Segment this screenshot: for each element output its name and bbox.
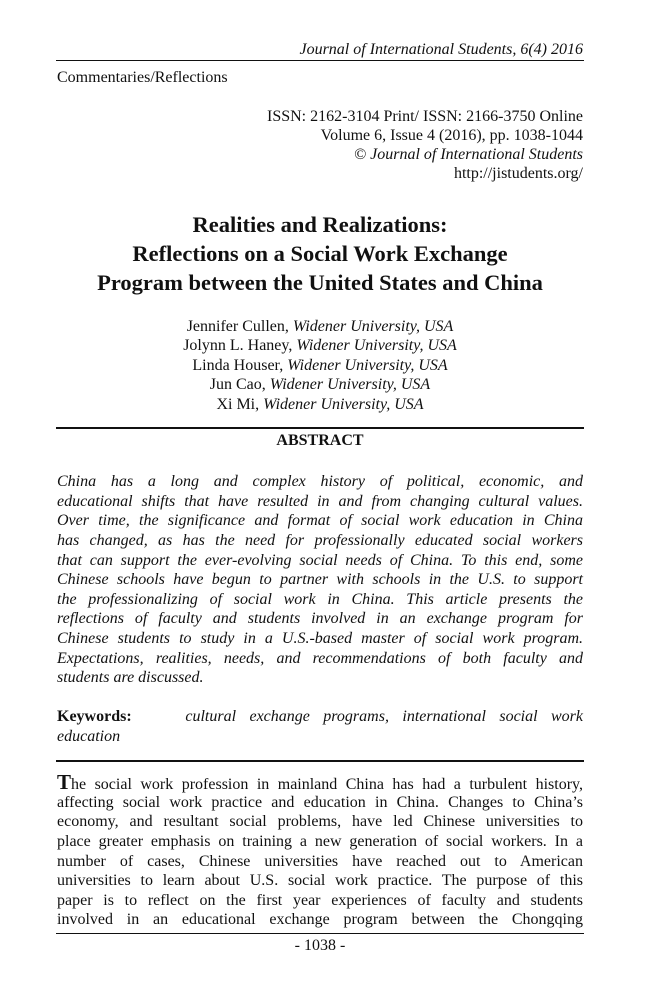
abstract-line: Over time, the significance and format o… (57, 512, 583, 530)
author: Linda Houser, Widener University, USA (56, 356, 584, 375)
page-number: - 1038 - (294, 937, 346, 954)
title-line: Reflections on a Social Work Exchange (132, 241, 508, 266)
abstract-line: students are discussed. (57, 669, 204, 687)
abstract-line: Expectations, realities, needs, and reco… (57, 649, 583, 667)
title-line: Program between the United States and Ch… (97, 270, 543, 295)
abstract-top-rule (56, 427, 584, 429)
copyright: © Journal of International Students (354, 145, 583, 164)
issn: ISSN: 2162-3104 Print/ ISSN: 2166-3750 O… (266, 108, 583, 125)
copyright-text: © Journal of International Students (353, 146, 583, 163)
author-name: Jolynn L. Haney, (183, 337, 297, 355)
body-line: place greater emphasis on training a new… (57, 832, 583, 850)
body-line: paper is to reflect on the first year ex… (57, 891, 583, 909)
body-line: universities to learn about U.S. social … (57, 872, 583, 890)
footer-rule (56, 933, 584, 934)
title-line: Realities and Realizations: (192, 212, 448, 237)
author: Jun Cao, Widener University, USA (56, 375, 584, 394)
abstract-line: the professionalizing of social work in … (57, 590, 583, 608)
body-line: number of cases, Chinese universities ha… (57, 852, 583, 870)
abstract-line: China has a long and complex history of … (57, 473, 583, 490)
header-rule (56, 60, 584, 61)
author-name: Linda Houser, (192, 356, 288, 374)
keywords-line: education (57, 727, 121, 745)
author-name: Jennifer Cullen, (186, 318, 293, 335)
abstract-line: Chinese students to study in a U.S.-base… (57, 630, 583, 648)
author: Xi Mi, Widener University, USA (56, 395, 584, 414)
abstract-heading: ABSTRACT (276, 432, 364, 449)
author-affiliation: Widener University, USA (263, 395, 424, 413)
author-affiliation: Widener University, USA (269, 376, 431, 394)
drop-cap: T (57, 770, 72, 794)
keywords: Keywords: cultural exchange programs, in… (57, 707, 583, 746)
author: Jolynn L. Haney, Widener University, USA (56, 336, 584, 355)
author-list: Jennifer Cullen, Widener University, USA… (56, 317, 584, 414)
keywords-label: Keywords: (57, 708, 132, 725)
author-affiliation: Widener University, USA (287, 356, 448, 374)
body-line: affecting social work practice and educa… (57, 793, 583, 811)
abstract-line: has changed, as has the need for profess… (57, 531, 583, 549)
author-affiliation: Widener University, USA (296, 337, 457, 355)
author-affiliation: Widener University, USA (292, 318, 454, 335)
paper-title: Realities and Realizations: Reflections … (56, 210, 584, 297)
volume-info: Volume 6, Issue 4 (2016), pp. 1038-1044 (320, 127, 583, 144)
body-text: The social work profession in mainland C… (57, 770, 583, 930)
journal-url[interactable]: http://jistudents.org/ (453, 165, 583, 182)
section-label: Commentaries/Reflections (57, 69, 228, 86)
abstract-line: Chinese schools have begun to partner wi… (57, 571, 583, 589)
body-line: involved in an educational exchange prog… (57, 911, 583, 929)
abstract-line: educational shifts that have resulted in… (57, 492, 583, 510)
body-line: he social work profession in mainland Ch… (71, 776, 583, 793)
author-name: Jun Cao, (209, 376, 270, 394)
running-header: Journal of International Students, 6(4) … (299, 40, 583, 59)
body-top-rule (56, 760, 584, 762)
author-name: Xi Mi, (216, 395, 264, 413)
abstract-line: that can support the ever-evolving socia… (57, 551, 583, 569)
abstract-text: China has a long and complex history of … (57, 472, 583, 688)
abstract-line: reflections of faculty and students invo… (57, 610, 583, 628)
author: Jennifer Cullen, Widener University, USA (56, 317, 584, 336)
keywords-line: cultural exchange programs, internationa… (185, 708, 584, 725)
running-header-text: Journal of International Students, 6(4) … (299, 41, 583, 58)
body-line: economy, and resultant social problems, … (57, 813, 583, 831)
